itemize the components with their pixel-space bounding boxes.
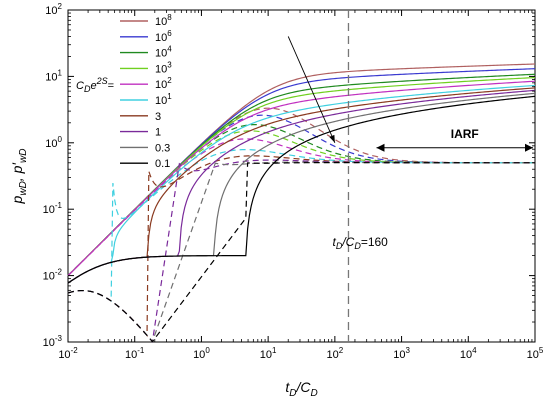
reference-line-label: tD/CD=160 [332,235,388,251]
derivative-curve-6 [67,155,535,337]
x-tick-label: 104 [460,346,477,361]
pressure-curve-4 [67,80,536,277]
legend-entry-1: 106 [155,29,172,44]
x-tick-label: 103 [393,346,410,361]
x-tick-label: 101 [260,346,277,361]
legend-entry-0: 108 [155,13,172,28]
y-tick-label: 10-2 [43,268,63,283]
iarf-arrow-right-head [525,143,533,152]
legend-entry-9: 0.1 [155,158,170,170]
x-tick-label: 102 [327,346,344,361]
legend-entry-6: 3 [155,111,161,123]
plot-frame [67,9,536,343]
iarf-arrow-left-head [376,143,385,152]
x-tick-label: 10-2 [58,346,78,361]
derivative-curve-8 [67,161,535,343]
trend-arrow-line [287,36,336,143]
trend-arrow-head [329,134,335,143]
pressure-curve-9 [67,95,536,284]
curves [67,63,536,344]
legend-entry-4: 102 [155,76,172,91]
y-tick-label: 102 [45,2,62,17]
legend-entry-3: 103 [155,60,172,75]
derivative-curve-3 [67,130,535,277]
pressure-curve-3 [67,76,536,277]
iarf-label: IARF [451,127,479,141]
axes: 10-2 10-1 100 101 102 103 104 10510-310-210-110… [9,2,544,399]
derivative-curve-7 [67,159,535,344]
x-axis-label: tD/CD [285,379,317,399]
y-tick-label: 101 [45,68,62,83]
plot-area [67,9,536,343]
annotations: tD/CD=160 IARF [287,10,533,342]
x-tick-label: 10-1 [125,346,145,361]
legend-entry-2: 104 [155,45,172,60]
legend-entry-7: 1 [155,127,161,139]
legend-entry-5: 101 [155,92,172,107]
y-tick-label: 100 [45,135,62,150]
pressure-curve-6 [67,87,536,284]
x-tick-label: 100 [193,346,210,361]
y-tick-label: 10-1 [43,201,63,216]
x-tick-label: 105 [527,346,544,361]
legend-title: CDe2S= [76,76,114,94]
y-tick-label: 10-3 [43,334,63,349]
derivative-curve-9 [67,162,535,343]
legend-entry-8: 0.3 [155,142,170,154]
derivative-curve-5 [67,149,535,303]
y-axis-label: pwD, p′wD [9,149,29,205]
